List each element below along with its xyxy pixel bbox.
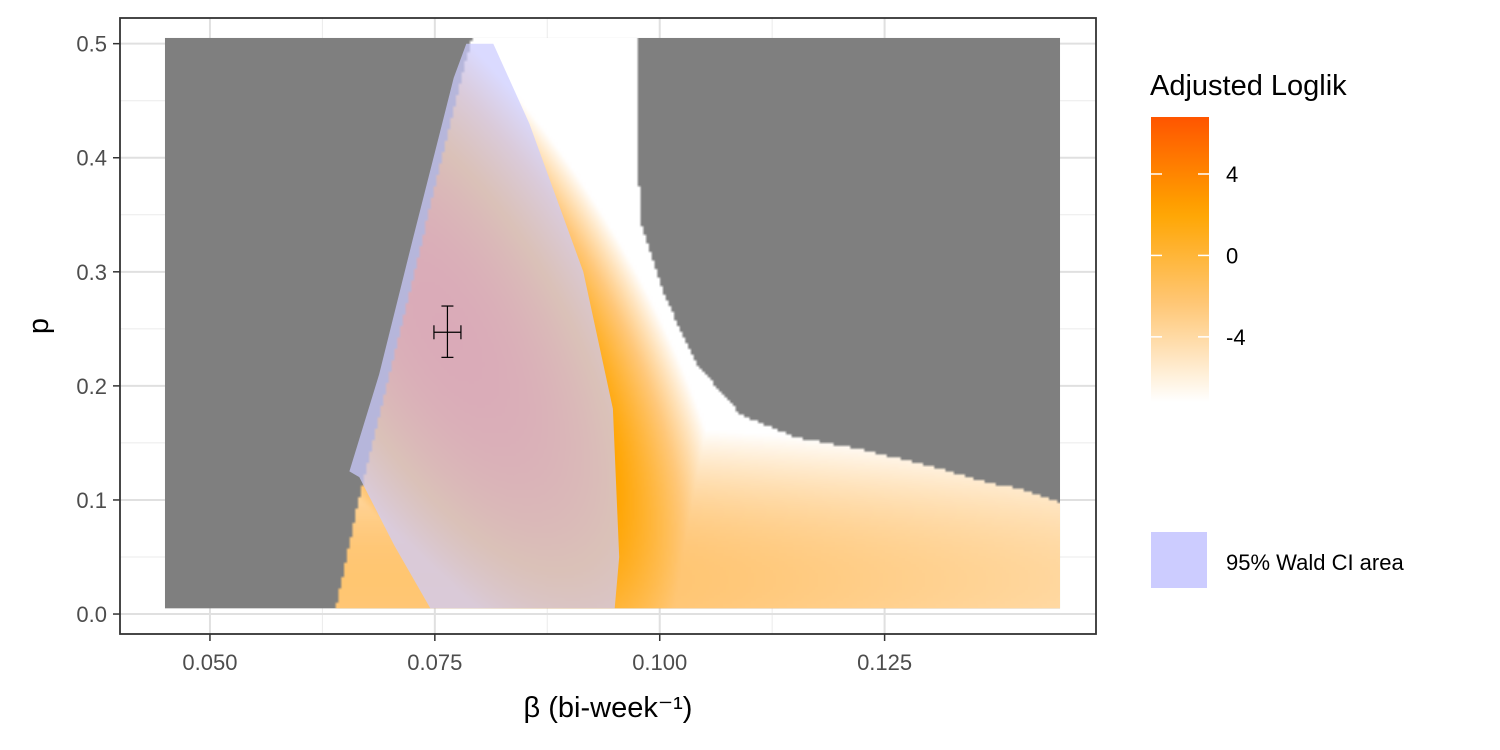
colorbar: [1151, 117, 1209, 402]
panel-border: [119, 17, 1097, 635]
colorbar-legend: Adjusted Loglik 4 0 -4: [1150, 70, 1347, 402]
y-axis-title: p: [23, 318, 55, 334]
wald-legend-label: 95% Wald CI area: [1226, 550, 1404, 575]
y-tick-label: 0.0: [76, 602, 107, 627]
estimate-crosshair: [433, 305, 462, 358]
wald-ci-polygon: [349, 43, 620, 609]
y-tick-label: 0.2: [76, 374, 107, 399]
x-axis-ticks: 0.050 0.075 0.100 0.125: [182, 634, 912, 675]
y-tick-label: 0.3: [76, 260, 107, 285]
colorbar-tick-label: -4: [1226, 325, 1246, 350]
colorbar-ticks: 4 0 -4: [1151, 162, 1246, 350]
wald-ci-region: [349, 43, 620, 609]
colorbar-title: Adjusted Loglik: [1150, 70, 1347, 102]
x-axis-title: β (bi-week⁻¹): [524, 692, 693, 724]
x-tick-label: 0.075: [407, 650, 462, 675]
wald-legend: 95% Wald CI area: [1151, 532, 1404, 588]
x-tick-label: 0.100: [632, 650, 687, 675]
colorbar-tick-label: 0: [1226, 243, 1238, 268]
wald-legend-key: [1151, 532, 1207, 588]
x-tick-label: 0.050: [182, 650, 237, 675]
y-axis-ticks: 0.0 0.1 0.2 0.3 0.4 0.5: [76, 32, 120, 627]
x-tick-label: 0.125: [857, 650, 912, 675]
y-tick-label: 0.5: [76, 32, 107, 57]
colorbar-tick-label: 4: [1226, 162, 1238, 187]
y-tick-label: 0.1: [76, 488, 107, 513]
y-tick-label: 0.4: [76, 146, 107, 171]
